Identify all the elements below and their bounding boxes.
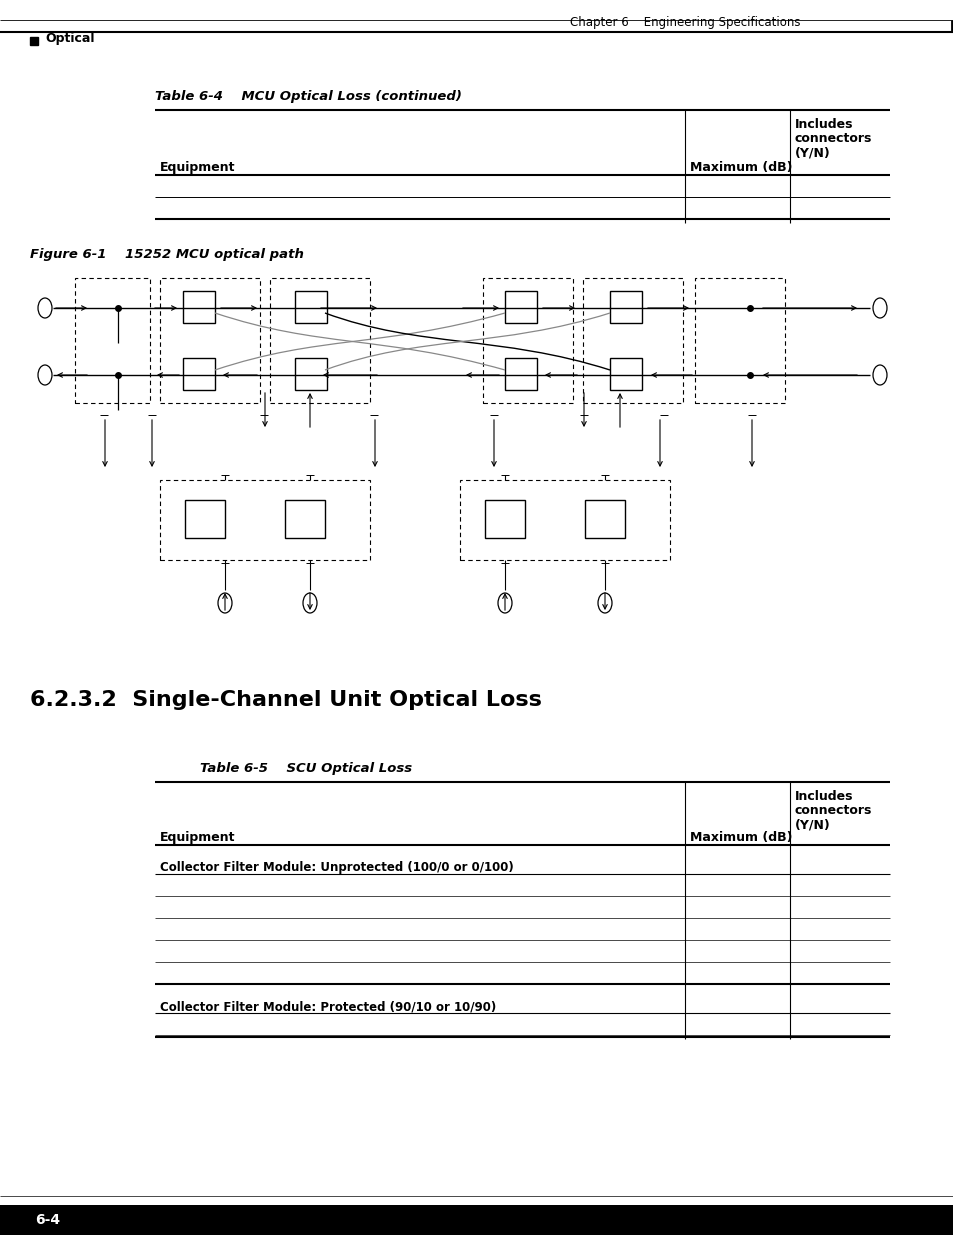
- Text: Equipment: Equipment: [160, 161, 235, 174]
- Bar: [183, 358, 214, 390]
- Bar: [160, 480, 370, 559]
- Bar: [30, 37, 38, 44]
- Text: 6-4: 6-4: [35, 1213, 60, 1228]
- Bar: [482, 278, 573, 403]
- Text: Equipment: Equipment: [160, 831, 235, 844]
- Text: (Y/N): (Y/N): [794, 146, 830, 159]
- Bar: [183, 291, 214, 324]
- Bar: [484, 500, 524, 538]
- Bar: [75, 278, 150, 403]
- Text: (Y/N): (Y/N): [794, 818, 830, 831]
- Text: Collector Filter Module: Protected (90/10 or 10/90): Collector Filter Module: Protected (90/1…: [160, 1000, 496, 1013]
- Text: Optical: Optical: [45, 32, 94, 44]
- Text: connectors: connectors: [794, 804, 871, 818]
- Text: Table 6-5    SCU Optical Loss: Table 6-5 SCU Optical Loss: [200, 762, 412, 776]
- Text: Maximum (dB): Maximum (dB): [689, 161, 792, 174]
- Text: Chapter 6    Engineering Specifications: Chapter 6 Engineering Specifications: [569, 16, 800, 28]
- Bar: [70, 1207, 78, 1214]
- Bar: [270, 278, 370, 403]
- Bar: [294, 291, 327, 324]
- Text: Figure 6-1    15252 MCU optical path: Figure 6-1 15252 MCU optical path: [30, 248, 304, 261]
- Bar: [285, 500, 325, 538]
- Text: Table 6-4    MCU Optical Loss (continued): Table 6-4 MCU Optical Loss (continued): [154, 90, 461, 103]
- Bar: [504, 291, 537, 324]
- Bar: [609, 358, 641, 390]
- Text: Collector Filter Module: Unprotected (100/0 or 0/100): Collector Filter Module: Unprotected (10…: [160, 861, 514, 874]
- Bar: [0, 1205, 953, 1235]
- Text: 78-13766-01: 78-13766-01: [852, 1208, 923, 1218]
- Text: Includes: Includes: [794, 119, 853, 131]
- Text: Maximum (dB): Maximum (dB): [689, 831, 792, 844]
- Text: connectors: connectors: [794, 132, 871, 144]
- Bar: [459, 480, 669, 559]
- Bar: [695, 278, 784, 403]
- Bar: [584, 500, 624, 538]
- Bar: [160, 278, 260, 403]
- Text: Includes: Includes: [794, 790, 853, 803]
- Bar: [185, 500, 225, 538]
- Text: 6.2.3.2  Single-Channel Unit Optical Loss: 6.2.3.2 Single-Channel Unit Optical Loss: [30, 690, 541, 710]
- Bar: [609, 291, 641, 324]
- Bar: [294, 358, 327, 390]
- Bar: [582, 278, 682, 403]
- Bar: [504, 358, 537, 390]
- Text: Cisco ONS 15200 Product Description: Cisco ONS 15200 Product Description: [82, 1208, 291, 1218]
